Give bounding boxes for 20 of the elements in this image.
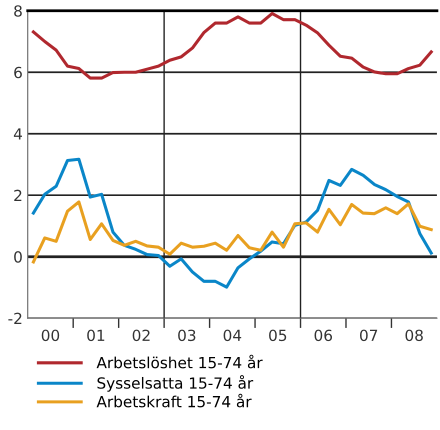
x-tick-label: 05 xyxy=(269,330,286,342)
y-tick-label: 2 xyxy=(14,190,22,202)
legend-label: Sysselsatta 15-74 år xyxy=(97,375,254,392)
line-series xyxy=(32,12,433,80)
x-tick-label: 08 xyxy=(405,330,423,342)
line-series xyxy=(32,200,433,264)
legend-label: Arbetslöshet 15-74 år xyxy=(96,354,263,368)
x-tick-label: 01 xyxy=(87,330,104,342)
x-tick-label: 03 xyxy=(178,330,196,342)
y-tick-label: 4 xyxy=(14,128,22,140)
y-tick-label: 8 xyxy=(14,5,22,17)
legend-label: Arbetskraft 15-74 år xyxy=(96,394,252,408)
x-tick-label: 04 xyxy=(224,330,242,342)
y-tick-label: 6 xyxy=(14,66,22,78)
x-tick-label: 00 xyxy=(42,330,60,342)
x-tick-label: 06 xyxy=(314,330,332,342)
y-tick-label: -2 xyxy=(8,312,22,324)
y-tick-label: 0 xyxy=(14,251,22,263)
x-tick-label: 07 xyxy=(360,330,378,342)
x-tick-label: 02 xyxy=(132,330,150,342)
